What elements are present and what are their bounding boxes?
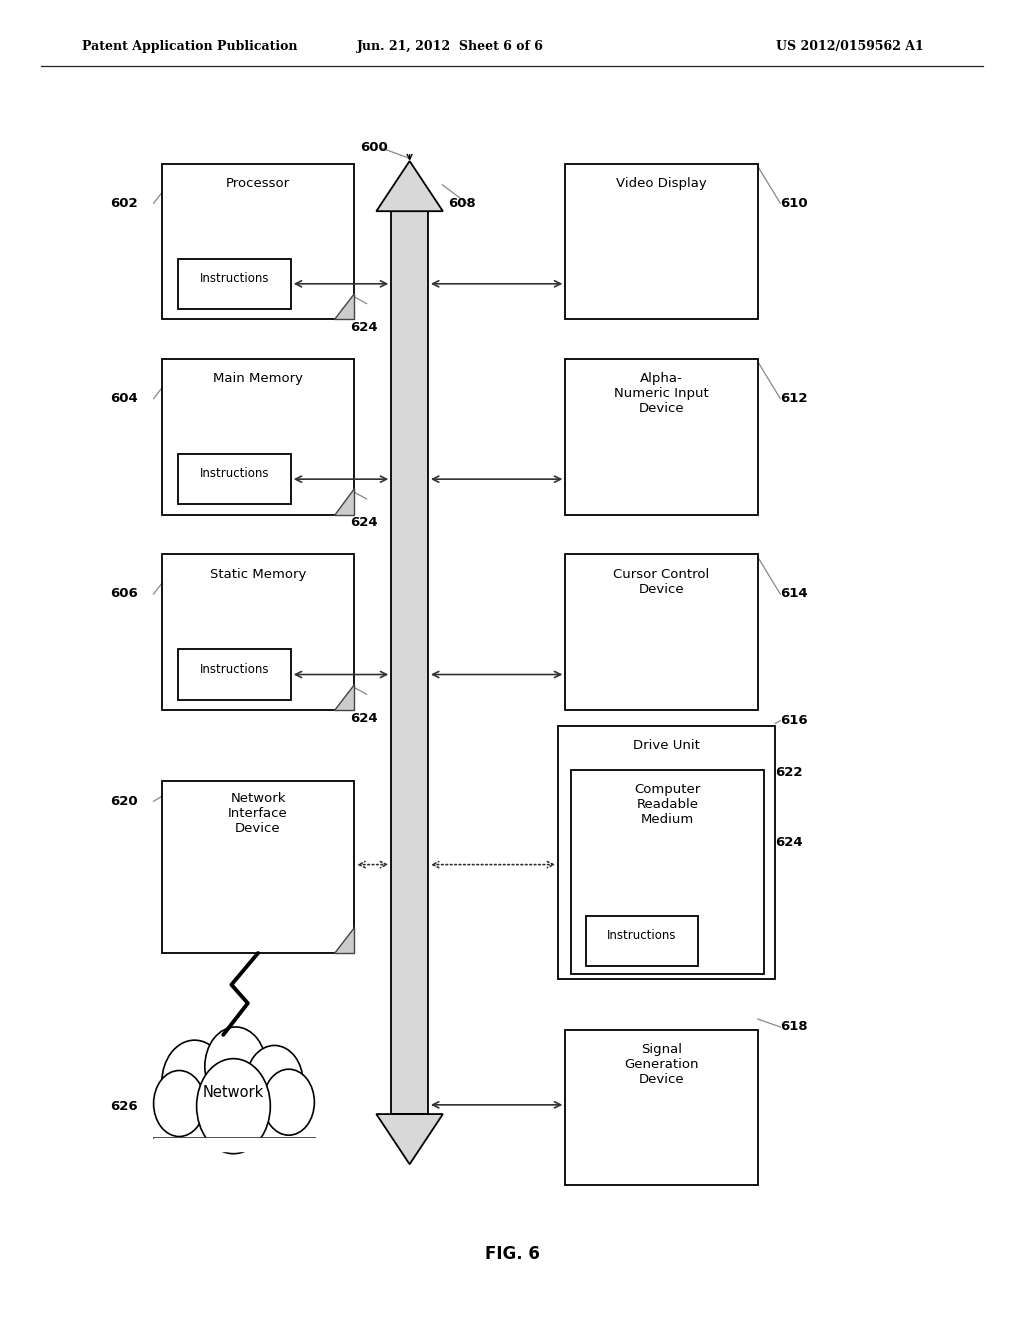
Text: 602: 602: [111, 197, 138, 210]
Text: Instructions: Instructions: [200, 467, 269, 480]
Circle shape: [197, 1059, 270, 1154]
Bar: [178, 259, 291, 309]
Text: Patent Application Publication: Patent Application Publication: [82, 40, 297, 53]
Text: Network
Interface
Device: Network Interface Device: [228, 792, 288, 836]
Bar: [391, 211, 428, 1114]
Text: Alpha-
Numeric Input
Device: Alpha- Numeric Input Device: [614, 372, 709, 416]
Text: 622: 622: [775, 766, 803, 779]
Polygon shape: [334, 488, 354, 515]
Text: 604: 604: [111, 392, 138, 405]
Text: Main Memory: Main Memory: [213, 372, 303, 385]
Bar: [571, 770, 764, 974]
Text: Jun. 21, 2012  Sheet 6 of 6: Jun. 21, 2012 Sheet 6 of 6: [357, 40, 544, 53]
Circle shape: [205, 1027, 266, 1106]
Text: Static Memory: Static Memory: [210, 568, 306, 581]
Text: 614: 614: [780, 587, 808, 601]
Text: Drive Unit: Drive Unit: [633, 739, 700, 752]
Text: 610: 610: [780, 197, 808, 210]
Text: Computer
Readable
Medium: Computer Readable Medium: [635, 783, 700, 826]
Text: 612: 612: [780, 392, 808, 405]
Bar: [565, 554, 758, 710]
Bar: [586, 916, 698, 966]
Circle shape: [154, 1071, 205, 1137]
Text: FIG. 6: FIG. 6: [484, 1245, 540, 1263]
Polygon shape: [377, 161, 442, 211]
Text: Instructions: Instructions: [200, 272, 269, 285]
Text: Processor: Processor: [226, 177, 290, 190]
Bar: [178, 649, 291, 700]
Text: Video Display: Video Display: [616, 177, 707, 190]
Text: Instructions: Instructions: [607, 929, 677, 942]
Text: 626: 626: [111, 1100, 138, 1113]
Text: 624: 624: [350, 516, 378, 529]
Text: 624: 624: [775, 836, 803, 849]
Text: 624: 624: [350, 711, 378, 725]
Text: 616: 616: [780, 714, 808, 727]
Bar: [565, 164, 758, 319]
Polygon shape: [377, 1114, 442, 1164]
Text: 624: 624: [350, 321, 378, 334]
Bar: [178, 454, 291, 504]
Text: 618: 618: [780, 1020, 808, 1034]
Bar: [558, 726, 775, 979]
Bar: [162, 359, 354, 515]
Polygon shape: [334, 927, 354, 953]
Text: 606: 606: [111, 587, 138, 601]
Text: 608: 608: [449, 197, 476, 210]
Polygon shape: [334, 684, 354, 710]
Text: Cursor Control
Device: Cursor Control Device: [613, 568, 710, 595]
Circle shape: [263, 1069, 314, 1135]
Bar: [162, 781, 354, 953]
Bar: [565, 1030, 758, 1185]
Polygon shape: [334, 293, 354, 319]
Circle shape: [246, 1045, 303, 1119]
Circle shape: [162, 1040, 227, 1125]
Text: Network: Network: [203, 1085, 264, 1101]
Text: 600: 600: [360, 141, 388, 154]
Bar: [162, 164, 354, 319]
Bar: [565, 359, 758, 515]
Text: 620: 620: [111, 795, 138, 808]
Text: US 2012/0159562 A1: US 2012/0159562 A1: [776, 40, 924, 53]
Text: Signal
Generation
Device: Signal Generation Device: [625, 1043, 698, 1086]
Text: Instructions: Instructions: [200, 663, 269, 676]
Bar: [162, 554, 354, 710]
